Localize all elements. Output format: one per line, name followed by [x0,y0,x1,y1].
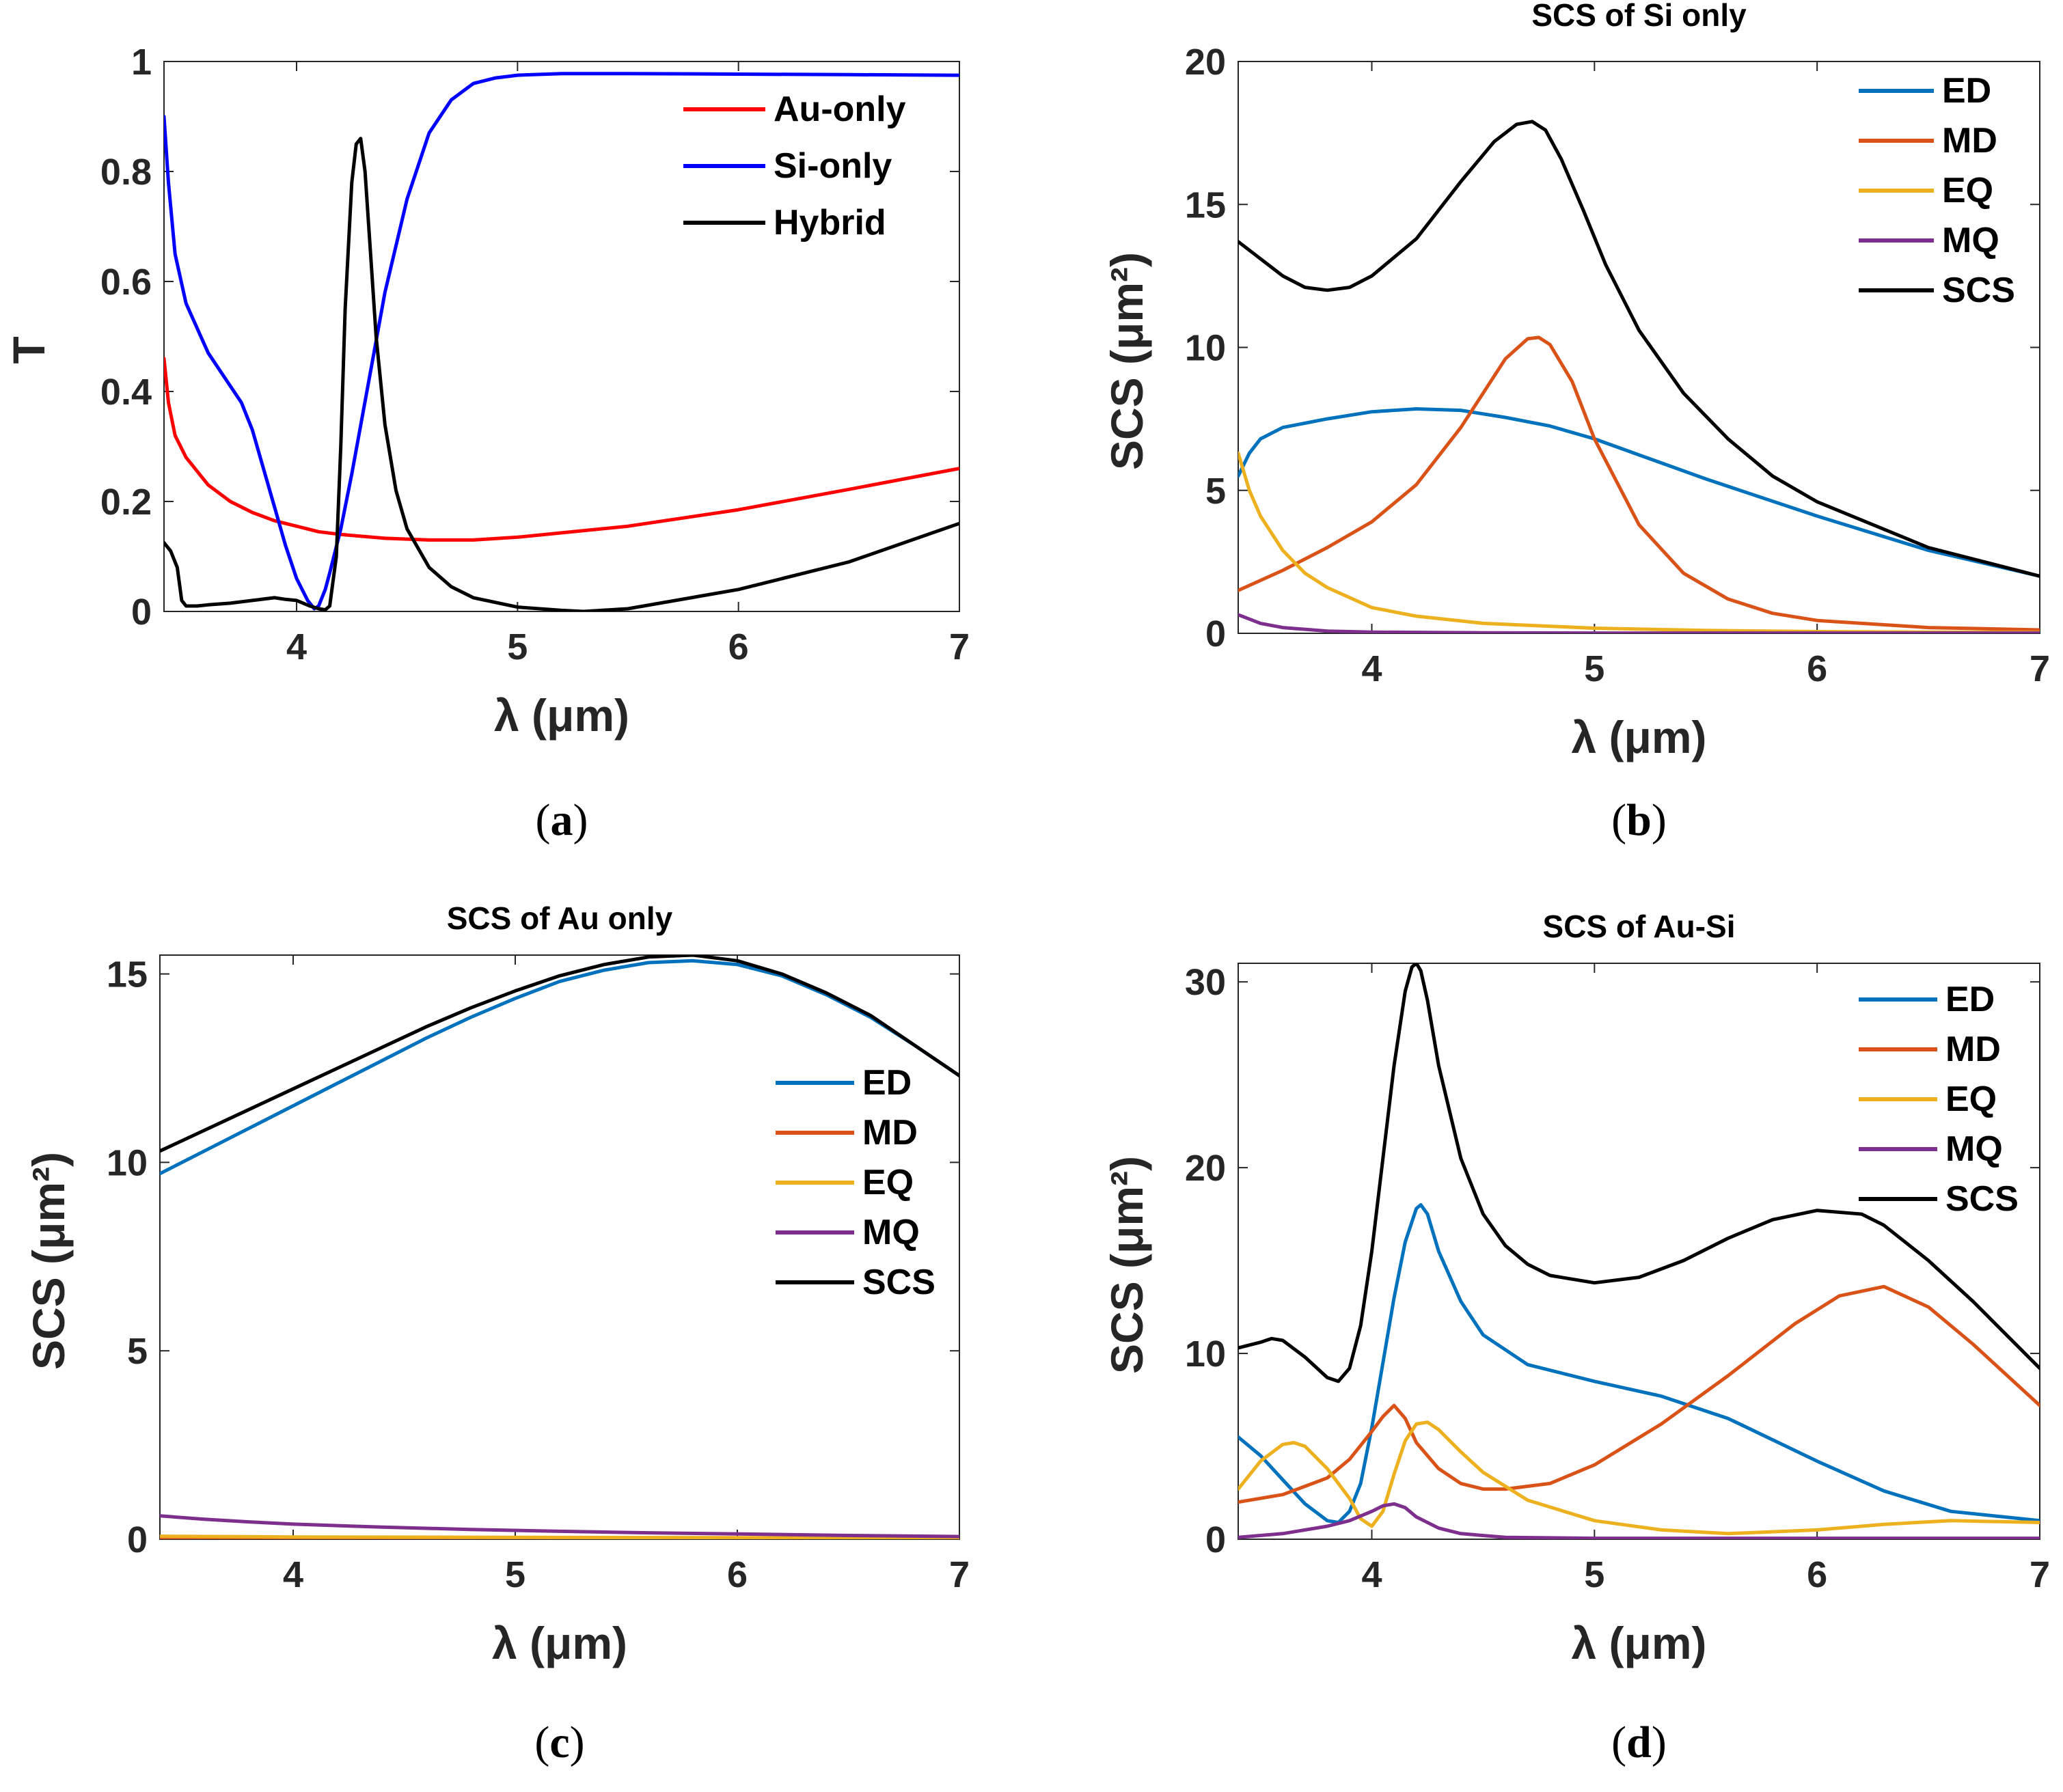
series-line-scs [160,955,959,1153]
legend-label-ed: ED [1945,980,1995,1019]
panel-c: 4 5 6 7 0 5 10 15 ED MD EQ MQ SCS SCS of Au only λ (μm… [23,900,970,1767]
y-axis-label: SCS (μm²) [1102,252,1152,470]
y-tick-label: 5 [1205,471,1226,512]
y-tick-label: 20 [1185,1148,1226,1189]
x-tick-label: 5 [507,626,528,667]
legend-label-md: MD [862,1113,918,1153]
y-tick-label: 15 [107,954,148,995]
legend-label-md: MD [1945,1030,2001,1069]
x-tick-label: 7 [949,1554,970,1595]
x-tick-label: 4 [1361,648,1382,689]
legend-label-mq: MQ [1942,221,1999,260]
legend-label-mq: MQ [862,1213,920,1252]
legend: ED MD EQ MQ SCS [1859,980,2019,1219]
y-tick-label: 30 [1185,962,1226,1003]
legend-label-si-only: Si-only [774,146,892,186]
x-tick-label: 4 [286,626,307,667]
plot-area-frame [163,61,960,612]
y-tick-label: 1 [131,42,152,83]
y-tick-label: 0.6 [100,262,152,303]
panel-caption: (c) [534,1718,584,1767]
legend-label-scs: SCS [862,1263,935,1302]
y-tick-label: 0 [131,592,152,633]
y-axis-label: SCS (μm²) [1102,1156,1152,1374]
y-tick-label: 0 [127,1519,148,1560]
y-tick-label: 10 [107,1142,148,1183]
y-tick-label: 15 [1185,184,1226,225]
y-tick-label: 0.8 [100,152,152,193]
series-line-mq [1238,613,2040,633]
legend: ED MD EQ MQ SCS [1859,71,2015,310]
series-line-scs [1238,120,2040,578]
series-line-md [1238,1284,2040,1504]
series-line-mq [160,1514,959,1539]
series-line-si-only [164,72,959,611]
y-tick-label: 0 [1205,1519,1226,1560]
legend-label-ed: ED [1942,71,1991,111]
y-axis-label: T [3,336,54,363]
legend-label-scs: SCS [1942,271,2015,310]
panel-caption-letter: b [1626,795,1652,845]
x-tick-label: 7 [949,626,970,667]
y-tick-label: 10 [1185,328,1226,369]
chart-title: SCS of Au-Si [1543,909,1736,944]
series-line-md [1238,335,2040,632]
legend-label-hybrid: Hybrid [774,203,886,243]
y-tick-label: 20 [1185,42,1226,83]
x-tick-label: 6 [1807,648,1827,689]
legend-label-md: MD [1942,121,1997,161]
panel-caption: (d) [1611,1718,1667,1767]
panel-caption-letter: c [549,1718,569,1767]
legend: Au-only Si-only Hybrid [683,89,906,243]
series-line-au-only [164,357,959,542]
legend-label-eq: EQ [1945,1079,1997,1119]
x-tick-label: 4 [1361,1554,1382,1595]
x-tick-label: 5 [1584,648,1604,689]
series-line-eq [1238,1420,2040,1536]
x-tick-label: 6 [1807,1554,1827,1595]
panel-b: 4 5 6 7 0 5 10 15 20 ED MD EQ MQ SCS SCS of Si only λ (… [1102,0,2050,845]
x-tick-label: 5 [505,1554,525,1595]
panel-caption: (a) [536,795,588,845]
x-axis-label: λ (μm) [494,690,629,741]
y-tick-label: 5 [127,1331,148,1372]
x-axis-label: λ (μm) [1571,712,1706,762]
chart-title: SCS of Au only [447,900,673,936]
legend-label-ed: ED [862,1063,912,1103]
legend: ED MD EQ MQ SCS [776,1063,935,1302]
series-line-ed [1238,407,2040,578]
legend-label-mq: MQ [1945,1129,2003,1169]
x-tick-label: 7 [2030,648,2050,689]
y-tick-label: 0.4 [100,372,152,413]
panel-a: 4 5 6 7 0 0.2 0.4 0.6 0.8 1 Au-only Si-only Hybrid λ … [3,42,970,845]
y-tick-label: 0.2 [100,482,152,523]
series-line-scs [1238,963,2040,1383]
legend-label-au-only: Au-only [774,89,906,129]
plot-area-frame [159,954,960,1540]
panel-caption-letter: d [1626,1718,1652,1767]
y-tick-label: 10 [1185,1334,1226,1375]
x-axis-label: λ (μm) [1571,1618,1706,1668]
y-axis-label: SCS (μm²) [23,1152,74,1370]
x-axis-label: λ (μm) [492,1618,627,1668]
panel-caption-letter: a [551,795,573,845]
legend-label-eq: EQ [862,1163,914,1202]
panel-d: 4 5 6 7 0 10 20 30 ED MD EQ MQ SCS SCS of Au-Si λ (μm)… [1102,909,2050,1767]
panel-caption: (b) [1611,795,1667,845]
chart-title: SCS of Si only [1531,0,1747,33]
legend-label-scs: SCS [1945,1179,2019,1219]
x-tick-label: 7 [2030,1554,2050,1595]
x-tick-label: 4 [283,1554,303,1595]
series-line-mq [1238,1502,2040,1539]
legend-label-eq: EQ [1942,171,1993,210]
series-line-hybrid [164,137,959,611]
y-tick-label: 0 [1205,614,1226,654]
x-tick-label: 6 [728,626,749,667]
series-line-eq [160,1534,959,1539]
x-tick-label: 6 [727,1554,748,1595]
x-tick-label: 5 [1584,1554,1604,1595]
series-line-ed [1238,1203,2040,1524]
